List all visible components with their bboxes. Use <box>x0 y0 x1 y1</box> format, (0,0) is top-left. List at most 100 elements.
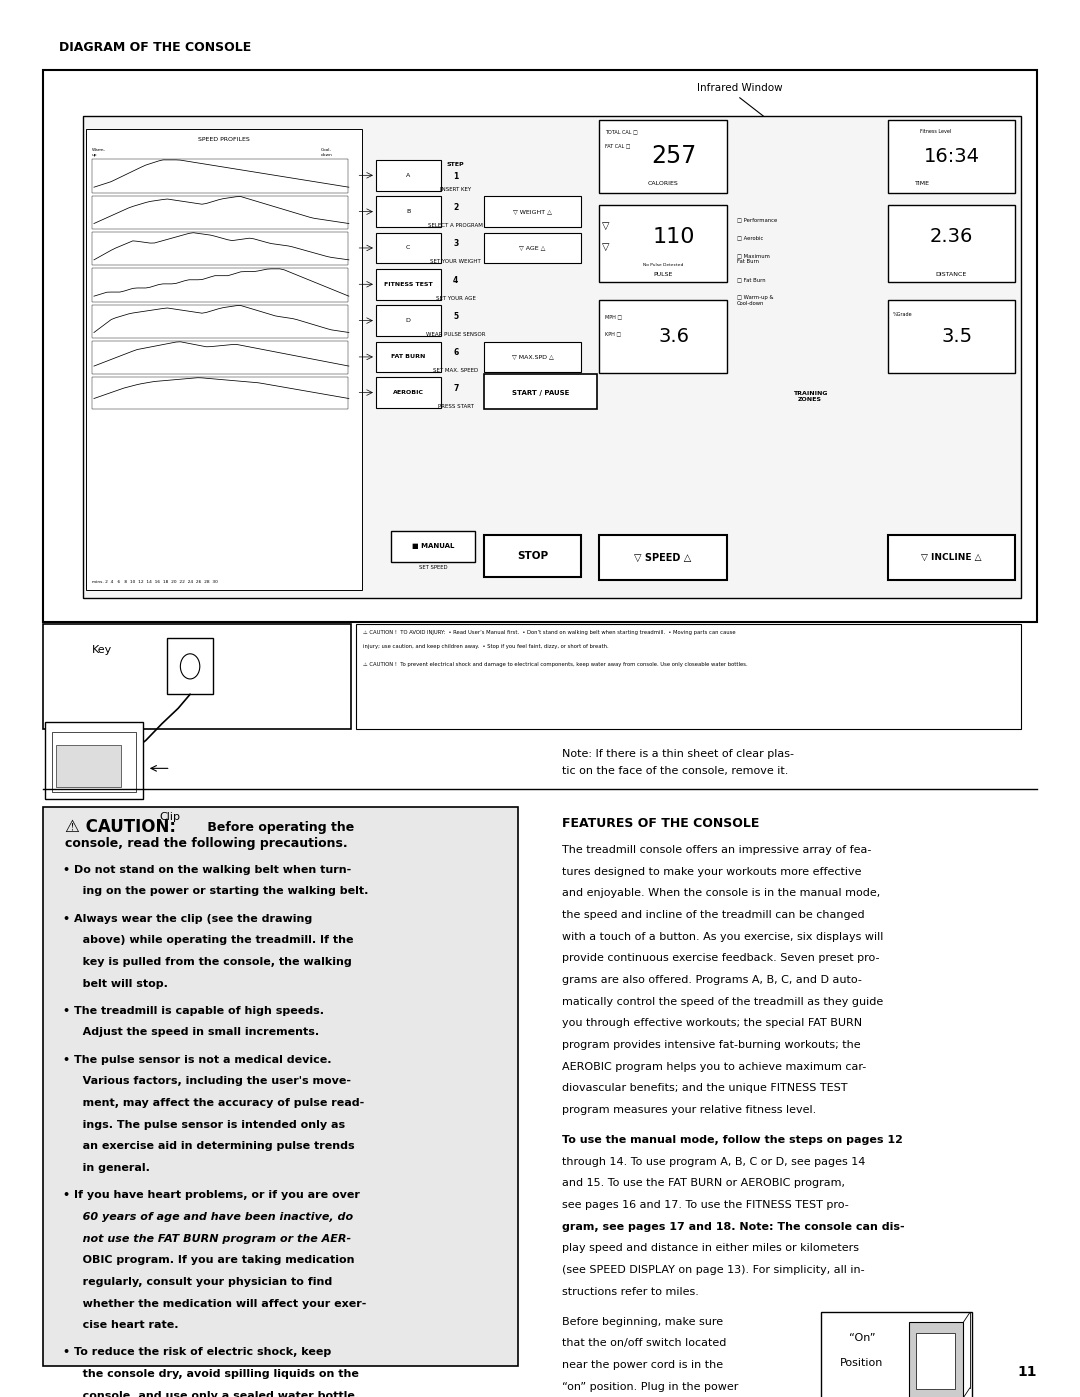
Text: see pages 16 and 17. To use the FITNESS TEST pro-: see pages 16 and 17. To use the FITNESS … <box>562 1200 849 1210</box>
Text: TIME: TIME <box>915 180 930 186</box>
Text: 16:34: 16:34 <box>923 147 980 166</box>
Text: STEP: STEP <box>447 162 464 166</box>
Text: and enjoyable. When the console is in the manual mode,: and enjoyable. When the console is in th… <box>562 888 880 898</box>
Text: 60 years of age and have been inactive, do: 60 years of age and have been inactive, … <box>71 1213 353 1222</box>
Text: □ Maximum
Fat Burn: □ Maximum Fat Burn <box>737 253 769 264</box>
Text: SET YOUR WEIGHT: SET YOUR WEIGHT <box>431 260 481 264</box>
Text: Fitness Level: Fitness Level <box>920 129 951 134</box>
Text: belt will stop.: belt will stop. <box>71 979 168 989</box>
Text: FEATURES OF THE CONSOLE: FEATURES OF THE CONSOLE <box>562 817 759 830</box>
Text: SELECT A PROGRAM: SELECT A PROGRAM <box>429 224 483 228</box>
Text: “On”: “On” <box>849 1333 875 1343</box>
Bar <box>888 535 1015 580</box>
Bar <box>484 342 581 373</box>
Bar <box>356 624 1021 729</box>
Bar <box>376 233 441 263</box>
Bar <box>92 268 348 302</box>
Text: ⚠ CAUTION !  To prevent electrical shock and damage to electrical components, ke: ⚠ CAUTION ! To prevent electrical shock … <box>363 662 747 668</box>
Text: SPEED PROFILES: SPEED PROFILES <box>199 137 249 142</box>
Bar <box>92 159 348 193</box>
Text: The treadmill console offers an impressive array of fea-: The treadmill console offers an impressi… <box>562 845 870 855</box>
Text: ▽ MAX.SPD △: ▽ MAX.SPD △ <box>512 355 553 359</box>
Text: tic on the face of the console, remove it.: tic on the face of the console, remove i… <box>562 766 788 777</box>
Text: gram, see pages 17 and 18. Note: The console can dis-: gram, see pages 17 and 18. Note: The con… <box>562 1222 904 1232</box>
Text: SET SPEED: SET SPEED <box>419 564 447 570</box>
Text: with a touch of a button. As you exercise, six displays will: with a touch of a button. As you exercis… <box>562 932 883 942</box>
Text: TRAINING
ZONES: TRAINING ZONES <box>793 391 827 402</box>
Bar <box>92 377 348 409</box>
Text: 3.5: 3.5 <box>942 327 972 346</box>
Bar <box>599 205 727 282</box>
Text: injury; use caution, and keep children away.  • Stop if you feel faint, dizzy, o: injury; use caution, and keep children a… <box>363 644 608 650</box>
Text: B: B <box>406 210 410 214</box>
Text: CALORIES: CALORIES <box>648 180 678 186</box>
Text: • If you have heart problems, or if you are over: • If you have heart problems, or if you … <box>63 1190 360 1200</box>
Text: ■ MANUAL: ■ MANUAL <box>411 543 455 549</box>
Text: INSERT KEY: INSERT KEY <box>441 187 471 191</box>
Text: A: A <box>406 173 410 177</box>
Text: Warm-
up: Warm- up <box>92 148 106 156</box>
Bar <box>83 116 1021 598</box>
Text: “on” position. Plug in the power: “on” position. Plug in the power <box>562 1382 738 1391</box>
Bar <box>92 232 348 265</box>
Text: 7: 7 <box>454 384 458 393</box>
Text: near the power cord is in the: near the power cord is in the <box>562 1361 723 1370</box>
Text: PRESS START: PRESS START <box>437 404 474 409</box>
Text: console, read the following precautions.: console, read the following precautions. <box>65 837 348 851</box>
Text: ▽ AGE △: ▽ AGE △ <box>519 246 545 250</box>
Text: FAT BURN: FAT BURN <box>391 355 426 359</box>
Bar <box>56 745 121 787</box>
Text: mins. 2  4   6   8  10  12  14  16  18  20  22  24  26  28  30: mins. 2 4 6 8 10 12 14 16 18 20 22 24 26… <box>92 580 218 584</box>
Bar <box>86 129 362 590</box>
Text: 2: 2 <box>454 203 458 212</box>
Text: 257: 257 <box>651 144 697 169</box>
Text: ings. The pulse sensor is intended only as: ings. The pulse sensor is intended only … <box>71 1120 346 1130</box>
Bar <box>909 1323 963 1397</box>
Text: the speed and incline of the treadmill can be changed: the speed and incline of the treadmill c… <box>562 911 864 921</box>
Text: the console dry, avoid spilling liquids on the: the console dry, avoid spilling liquids … <box>71 1369 360 1379</box>
Text: %Grade: %Grade <box>893 312 913 317</box>
Text: 6: 6 <box>454 348 458 358</box>
Bar <box>916 1334 955 1390</box>
Text: OBIC program. If you are taking medication: OBIC program. If you are taking medicati… <box>71 1256 354 1266</box>
Bar <box>376 377 441 408</box>
Bar <box>821 1313 972 1397</box>
Text: WEAR PULSE SENSOR: WEAR PULSE SENSOR <box>426 332 486 337</box>
Text: ▽ WEIGHT △: ▽ WEIGHT △ <box>513 210 552 214</box>
Text: 1: 1 <box>454 172 458 182</box>
Text: Note: If there is a thin sheet of clear plas-: Note: If there is a thin sheet of clear … <box>562 749 794 760</box>
Text: DISTANCE: DISTANCE <box>936 271 967 277</box>
Text: Before beginning, make sure: Before beginning, make sure <box>562 1317 723 1327</box>
Text: structions refer to miles.: structions refer to miles. <box>562 1287 699 1296</box>
Bar <box>599 300 727 373</box>
Text: • To reduce the risk of electric shock, keep: • To reduce the risk of electric shock, … <box>63 1348 330 1358</box>
Text: 11: 11 <box>1017 1365 1037 1379</box>
Text: tures designed to make your workouts more effective: tures designed to make your workouts mor… <box>562 866 861 877</box>
Text: program measures your relative fitness level.: program measures your relative fitness l… <box>562 1105 815 1115</box>
Text: Adjust the speed in small increments.: Adjust the speed in small increments. <box>71 1028 320 1038</box>
Text: To use the manual mode, follow the steps on pages 12: To use the manual mode, follow the steps… <box>562 1136 903 1146</box>
Bar <box>376 197 441 228</box>
Text: Key: Key <box>92 644 112 655</box>
Text: TOTAL CAL □: TOTAL CAL □ <box>605 129 637 134</box>
Text: in general.: in general. <box>71 1164 150 1173</box>
Text: DIAGRAM OF THE CONSOLE: DIAGRAM OF THE CONSOLE <box>59 41 252 54</box>
Bar <box>376 342 441 373</box>
Bar <box>45 722 143 799</box>
Text: not use the FAT BURN program or the AER-: not use the FAT BURN program or the AER- <box>71 1234 351 1243</box>
Text: STOP: STOP <box>517 550 548 562</box>
Text: Various factors, including the user's move-: Various factors, including the user's mo… <box>71 1077 351 1087</box>
Text: ing on the power or starting the walking belt.: ing on the power or starting the walking… <box>71 887 368 897</box>
Text: through 14. To use program A, B, C or D, see pages 14: through 14. To use program A, B, C or D,… <box>562 1157 865 1166</box>
Text: SET YOUR AGE: SET YOUR AGE <box>436 296 475 300</box>
Bar <box>484 374 597 409</box>
Text: ▽ INCLINE △: ▽ INCLINE △ <box>921 553 982 562</box>
Text: an exercise aid in determining pulse trends: an exercise aid in determining pulse tre… <box>71 1141 355 1151</box>
Text: PULSE: PULSE <box>653 271 673 277</box>
Text: □ Aerobic: □ Aerobic <box>737 235 762 240</box>
Bar <box>167 638 213 694</box>
Bar <box>888 205 1015 282</box>
Bar <box>376 161 441 191</box>
Text: □ Warm-up &
Cool-down: □ Warm-up & Cool-down <box>737 295 773 306</box>
Text: FAT CAL □: FAT CAL □ <box>605 142 630 148</box>
